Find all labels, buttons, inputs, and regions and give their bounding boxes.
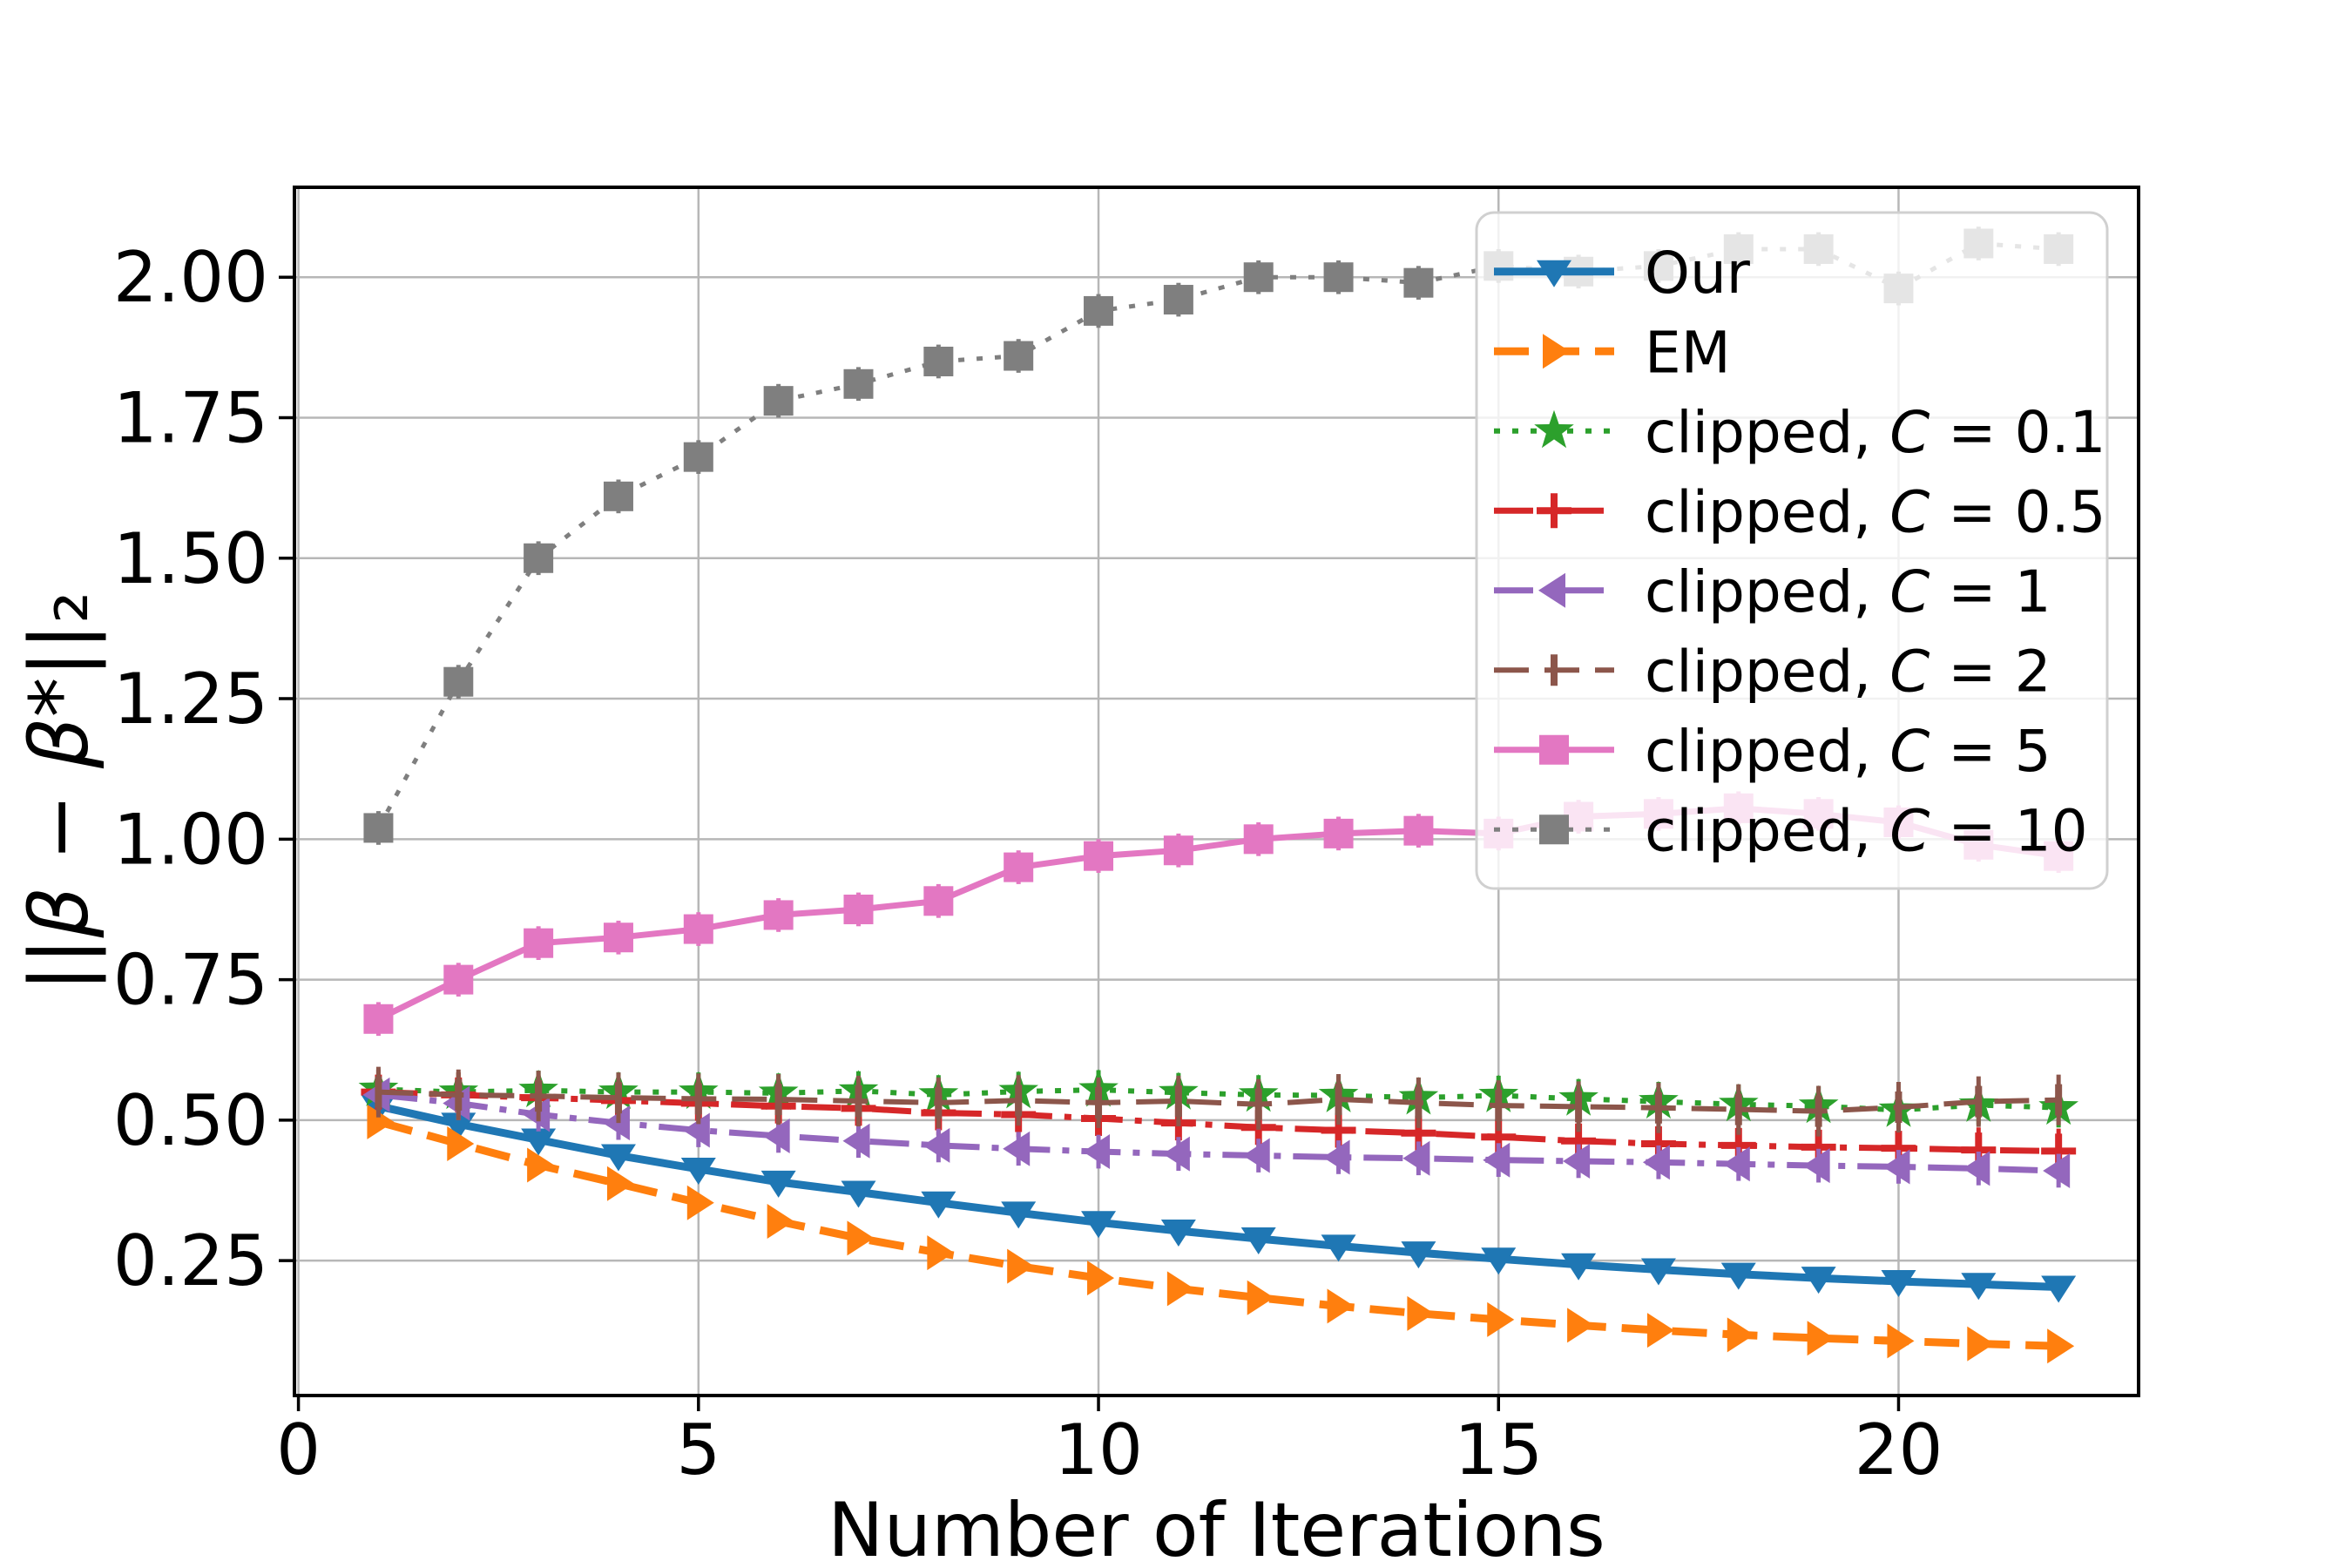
legend-label: clipped, C = 0.1 (1645, 399, 2106, 466)
legend-item: clipped, C = 2 (1494, 638, 2051, 705)
x-axis-label: Number of Iterations (828, 1487, 1605, 1568)
svg-text:0.25: 0.25 (113, 1220, 268, 1301)
legend-label: clipped, C = 10 (1645, 797, 2088, 864)
svg-text:0.50: 0.50 (113, 1080, 268, 1161)
legend-item: clipped, C = 10 (1494, 797, 2088, 864)
legend-item: clipped, C = 0.5 (1494, 478, 2106, 545)
svg-text:1.25: 1.25 (113, 659, 268, 740)
svg-text:1.75: 1.75 (113, 377, 268, 458)
series-em (367, 1104, 2075, 1364)
svg-text:5: 5 (676, 1409, 720, 1490)
y-axis-label: ||β − β*||₂ (13, 591, 106, 992)
legend-box (1475, 211, 2109, 890)
svg-text:0: 0 (276, 1409, 321, 1490)
legend-item: clipped, C = 5 (1494, 718, 2051, 785)
axes-spines (293, 186, 2140, 1397)
legend-label: clipped, C = 5 (1645, 718, 2051, 785)
legend-label: EM (1645, 319, 1731, 386)
y-tick-labels: 0.25 0.50 0.75 1.00 1.25 1.50 1.75 2.00 (113, 237, 268, 1301)
legend-label: Our (1645, 240, 1751, 307)
legend-item: EM (1494, 319, 1731, 386)
series-clipped-c-2 (375, 1066, 2063, 1137)
legend-item: clipped, C = 0.1 (1494, 399, 2106, 466)
x-tick-labels: 0 5 10 15 20 (276, 1409, 1943, 1490)
svg-text:20: 20 (1855, 1409, 1943, 1490)
svg-text:15: 15 (1454, 1409, 1543, 1490)
tick-marks (279, 275, 1901, 1411)
legend-item: clipped, C = 1 (1494, 558, 2051, 625)
svg-text:2.00: 2.00 (113, 237, 268, 318)
svg-text:10: 10 (1054, 1409, 1143, 1490)
legend-label: clipped, C = 1 (1645, 558, 2051, 625)
legend-label: clipped, C = 0.5 (1645, 478, 2106, 545)
series-our (361, 1094, 2077, 1303)
legend-item: Our (1494, 240, 1751, 307)
legend: Our EM clipped, C = 0.1 clipped, C = 0.5 cli… (1475, 211, 2109, 890)
legend-label: clipped, C = 2 (1645, 638, 2051, 705)
svg-text:1.00: 1.00 (113, 799, 268, 880)
svg-text:1.50: 1.50 (113, 518, 268, 599)
svg-text:0.75: 0.75 (113, 940, 268, 1021)
